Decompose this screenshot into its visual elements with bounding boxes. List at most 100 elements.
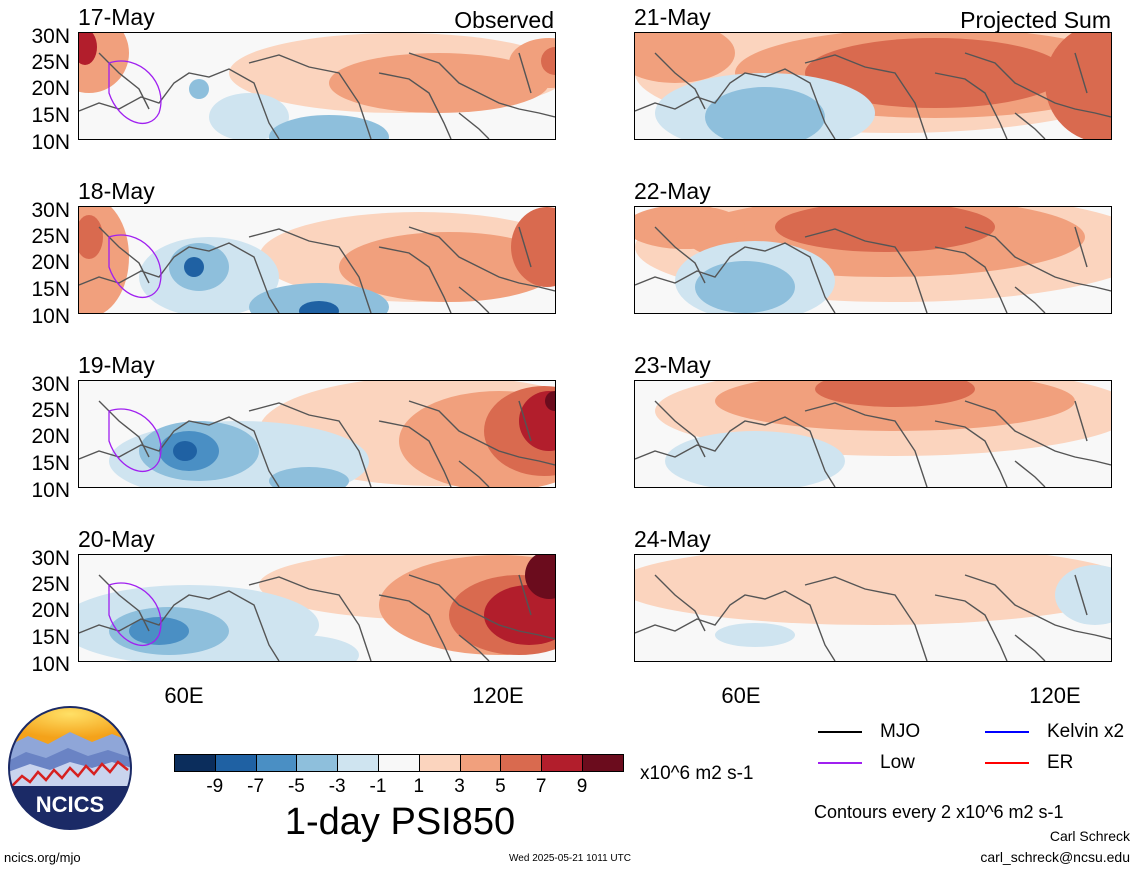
- low-contour: [108, 408, 162, 472]
- coastline: [635, 226, 1111, 313]
- anomaly-region: [484, 585, 555, 645]
- lon-label: 60E: [164, 683, 204, 708]
- legend-label-er: ER: [1047, 752, 1074, 773]
- colorbar-tick-label: 7: [535, 776, 547, 797]
- colorbar-swatch: [174, 754, 216, 772]
- colorbar-swatch: [337, 754, 379, 772]
- lat-label: 25N: [31, 51, 70, 74]
- anomaly-region: [79, 215, 103, 259]
- anomaly-region: [541, 47, 555, 75]
- anomaly-region: [635, 33, 735, 83]
- lat-label: 30N: [31, 373, 70, 396]
- colorbar-swatch: [296, 754, 339, 772]
- panel-date: 19-May: [78, 352, 155, 378]
- credit-name: Carl Schreck: [1049, 828, 1130, 844]
- anomaly-region: [705, 87, 825, 139]
- lat-label: 15N: [31, 626, 70, 649]
- anomaly-region: [509, 38, 555, 88]
- colorbar-tick-label: -5: [287, 776, 305, 797]
- colorbar-tick-label: 9: [576, 776, 588, 797]
- colorbar-units: x10^6 m2 s-1: [640, 763, 754, 784]
- legend-label-kelvin: Kelvin x2: [1047, 721, 1125, 742]
- colorbar-swatch: [214, 754, 257, 772]
- coastline: [635, 52, 1111, 139]
- panel-date: 20-May: [78, 526, 155, 552]
- panel-corner-label: Projected Sum: [960, 7, 1111, 33]
- colorbar-tick-label: -3: [328, 776, 346, 797]
- anomaly-region: [1055, 565, 1111, 625]
- panel-corner-label: Observed: [454, 7, 554, 33]
- anomaly-region: [695, 261, 795, 313]
- anomaly-region: [239, 635, 359, 661]
- panel-date: 22-May: [634, 178, 711, 204]
- lat-label: 25N: [31, 225, 70, 248]
- legend-line-low: [818, 762, 862, 764]
- anomaly-region: [775, 207, 995, 252]
- anomaly-region: [635, 207, 745, 249]
- colorbar-tick-label: 1: [413, 776, 425, 797]
- anomaly-region: [269, 115, 389, 139]
- lat-label: 10N: [31, 305, 70, 328]
- anomaly-region: [329, 53, 549, 113]
- legend-line-kelvin: [985, 731, 1029, 733]
- panel-date: 18-May: [78, 178, 155, 204]
- logo-text: NCICS: [36, 792, 104, 817]
- colorbar-swatch: [418, 754, 461, 772]
- panel-date: 24-May: [634, 526, 711, 552]
- map-panel: [78, 380, 556, 488]
- footer-link: ncics.org/mjo: [4, 850, 81, 865]
- panel-date: 23-May: [634, 352, 711, 378]
- lat-label: 20N: [31, 77, 70, 100]
- map-panel: [78, 32, 556, 140]
- contour-note: Contours every 2 x10^6 m2 s-1: [814, 802, 1064, 822]
- coastline: [635, 574, 1111, 661]
- colorbar-swatch: [459, 754, 502, 772]
- legend-line-mjo: [818, 731, 862, 733]
- anomaly-region: [189, 79, 209, 99]
- lat-label: 10N: [31, 653, 70, 676]
- lat-label: 15N: [31, 104, 70, 127]
- lat-label: 20N: [31, 599, 70, 622]
- anomaly-region: [79, 33, 97, 65]
- colorbar-title: 1-day PSI850: [284, 801, 516, 843]
- colorbar-tick-label: -9: [206, 776, 224, 797]
- panel-date: 17-May: [78, 4, 155, 30]
- colorbar-swatch: [255, 754, 298, 772]
- footer-timestamp: Wed 2025-05-21 1011 UTC: [509, 853, 631, 864]
- anomaly-region: [249, 283, 389, 313]
- map-panel: [634, 32, 1112, 140]
- lon-label: 60E: [721, 683, 761, 708]
- ncics-logo: NCICS: [8, 706, 132, 830]
- lat-label: 30N: [31, 547, 70, 570]
- coastline: [79, 574, 555, 661]
- lat-label: 20N: [31, 251, 70, 274]
- colorbar-swatch: [541, 754, 583, 772]
- lat-label: 15N: [31, 452, 70, 475]
- anomaly-region: [545, 391, 555, 411]
- anomaly-region: [299, 301, 339, 313]
- colorbar-tick-label: 3: [454, 776, 465, 797]
- map-panel: [634, 554, 1112, 662]
- low-contour: [108, 234, 162, 298]
- anomaly-region: [184, 257, 204, 277]
- map-panel: [78, 206, 556, 314]
- map-panel: [634, 380, 1112, 488]
- lat-label: 25N: [31, 399, 70, 422]
- lat-label: 30N: [31, 199, 70, 222]
- lon-label: 120E: [472, 683, 524, 708]
- coastline: [635, 400, 1111, 487]
- anomaly-region: [173, 441, 197, 461]
- legend-label-low: Low: [880, 752, 915, 773]
- map-panel: [634, 206, 1112, 314]
- colorbar-tick-label: 5: [495, 776, 506, 797]
- anomaly-region: [209, 93, 289, 139]
- lat-label: 25N: [31, 573, 70, 596]
- colorbar-swatch: [500, 754, 543, 772]
- lon-label: 120E: [1029, 683, 1081, 708]
- credit-email: carl_schreck@ncsu.edu: [980, 849, 1130, 865]
- anomaly-region: [715, 623, 795, 647]
- lat-label: 15N: [31, 278, 70, 301]
- lat-label: 20N: [31, 425, 70, 448]
- lat-label: 10N: [31, 479, 70, 502]
- panel-date: 21-May: [634, 4, 711, 30]
